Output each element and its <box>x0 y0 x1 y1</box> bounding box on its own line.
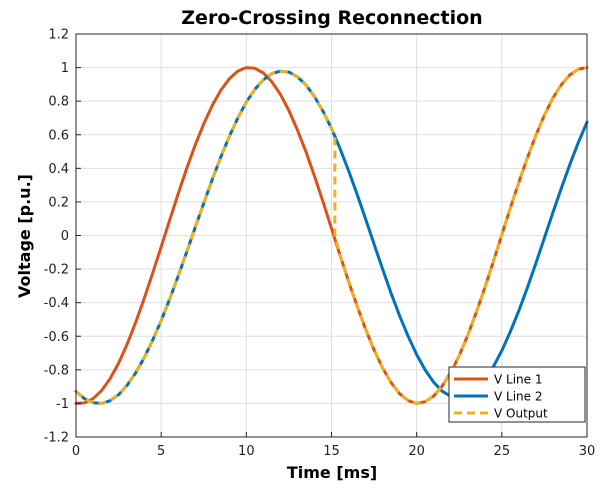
x-tick-label: 25 <box>494 444 511 459</box>
x-tick-label: 10 <box>238 444 255 459</box>
legend-entry-label: V Output <box>494 407 548 421</box>
y-tick-label: 0.2 <box>48 195 69 210</box>
legend: V Line 1 V Line 2 V Output <box>448 366 586 423</box>
y-tick-label: 1 <box>61 61 69 76</box>
legend-entry-label: V Line 2 <box>494 390 542 404</box>
y-tick-label: -1 <box>56 397 69 412</box>
legend-entry-label: V Line 1 <box>494 373 542 387</box>
y-tick-label: 0.8 <box>48 95 69 110</box>
x-tick-label: 20 <box>408 444 425 459</box>
x-tick-label: 30 <box>579 444 596 459</box>
x-tick-label: 0 <box>72 444 80 459</box>
x-tick-label: 5 <box>157 444 165 459</box>
y-tick-label: -0.4 <box>44 296 69 311</box>
x-tick-label: 15 <box>323 444 340 459</box>
y-tick-label: 0.4 <box>48 162 69 177</box>
x-axis-label: Time [ms] <box>287 463 377 482</box>
chart-title: Zero-Crossing Reconnection <box>181 7 482 29</box>
y-tick-label: -0.2 <box>44 263 69 278</box>
y-tick-label: 0 <box>61 229 69 244</box>
y-axis-label: Voltage [p.u.] <box>15 174 34 298</box>
y-tick-label: -0.8 <box>44 363 69 378</box>
axis-ticks: 0 5 10 15 20 25 30 -1.2 -1 -0.8 -0.6 -0.4 -0.2 0 0.2 0.… <box>44 28 596 460</box>
series-line-v-output <box>75 66 588 405</box>
y-tick-label: 0.6 <box>48 128 69 143</box>
y-tick-label: -1.2 <box>44 431 69 446</box>
series-lines <box>74 66 589 405</box>
y-tick-label: 1.2 <box>48 28 69 43</box>
y-tick-label: -0.6 <box>44 330 69 345</box>
